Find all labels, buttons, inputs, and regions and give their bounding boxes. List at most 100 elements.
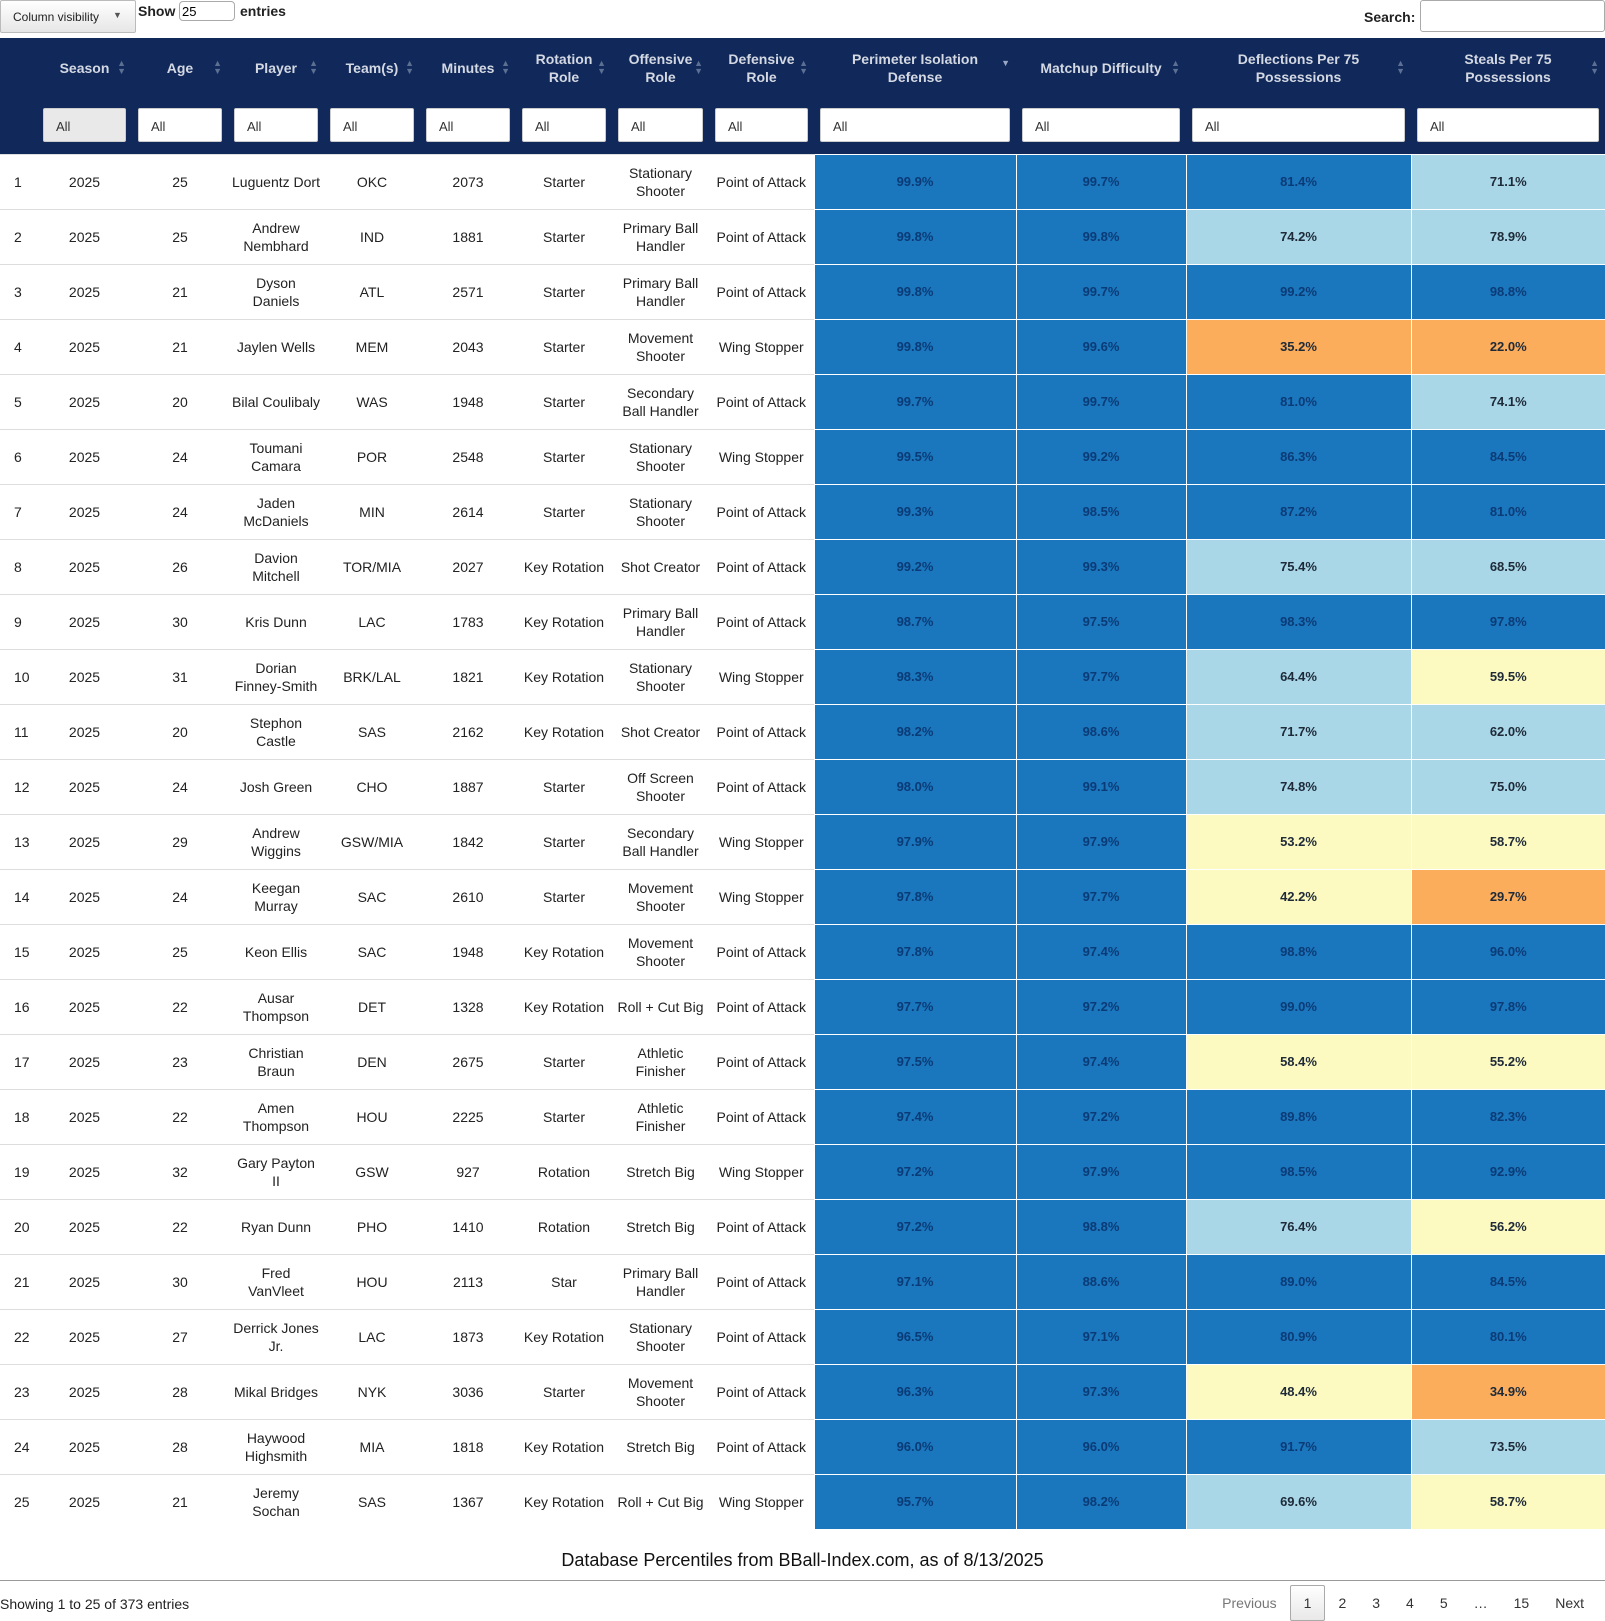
column-filter-select[interactable]: All (234, 108, 318, 143)
column-header-label: Player (254, 59, 298, 76)
table-cell: 29 (132, 813, 228, 869)
table-cell: Shot Creator (612, 703, 709, 759)
column-header[interactable]: Steals Per 75 Possessions ▲ ▼ (1411, 38, 1605, 97)
table-cell: 97.4% (1015, 1033, 1186, 1089)
page-button[interactable]: 2 (1338, 1595, 1347, 1611)
table-cell: Starter (516, 153, 612, 209)
table-cell: 97.5% (1015, 593, 1186, 649)
table-row: 12 2025 24 Josh Green CHO 1887 Starter Off Scre… (0, 758, 1605, 814)
table-cell: Starter (516, 1088, 612, 1144)
column-header[interactable]: Deflections Per 75 Possessions ▲ ▼ (1186, 38, 1411, 97)
previous-page-button[interactable]: Previous (1222, 1595, 1277, 1611)
table-cell: 98.0% (813, 758, 1016, 814)
column-filter-select[interactable]: All (330, 108, 414, 143)
table-cell: Movement Shooter (612, 923, 709, 979)
table-cell: 97.2% (813, 1143, 1016, 1199)
table-cell: 88.6% (1015, 1253, 1186, 1309)
table-cell: TOR/MIA (324, 538, 420, 594)
column-header[interactable]: Team(s) ▲ ▼ (324, 38, 420, 97)
column-header[interactable]: Player ▲ ▼ (228, 38, 324, 97)
sort-icon: ▲ ▼ (799, 58, 808, 76)
column-header[interactable]: Age ▲ ▼ (132, 38, 228, 97)
table-row: 1 2025 25 Luguentz Dort OKC 2073 Starter Statio… (0, 153, 1605, 209)
table-cell: 24 (132, 758, 228, 814)
table-cell: 98.8% (1015, 1198, 1186, 1254)
column-header[interactable]: Matchup Difficulty ▲ ▼ (1016, 38, 1186, 97)
table-row: 4 2025 21 Jaylen Wells MEM 2043 Starter Movemen… (0, 318, 1605, 374)
table-cell: 97.3% (1015, 1363, 1186, 1419)
table-cell: 96.0% (1015, 1418, 1186, 1474)
column-filter-select[interactable]: All (1022, 108, 1180, 143)
table-cell: Kris Dunn (228, 593, 324, 649)
column-filter-select[interactable]: All (1192, 108, 1405, 143)
table-cell: Point of Attack (709, 593, 814, 649)
search-input[interactable] (1420, 0, 1605, 32)
column-header-label: Season (59, 59, 110, 76)
column-filter-select[interactable]: All (715, 108, 808, 143)
page-button[interactable]: 4 (1406, 1595, 1414, 1611)
table-cell: 99.7% (1015, 373, 1186, 429)
table-cell: 24 (132, 428, 228, 484)
page-button[interactable]: 3 (1372, 1595, 1381, 1611)
column-filter-select[interactable]: All (43, 108, 126, 143)
column-header[interactable]: Season ▲ ▼ (37, 38, 132, 97)
table-cell: 62.0% (1410, 703, 1605, 759)
column-filter-select[interactable]: All (618, 108, 703, 143)
rank-header[interactable] (0, 38, 37, 97)
table-cell: GSW (324, 1143, 420, 1199)
page-button[interactable]: 15 (1513, 1595, 1530, 1611)
filter-cell: All (1016, 97, 1186, 154)
table-cell: Primary Ball Handler (612, 208, 709, 264)
table-cell: Key Rotation (516, 1308, 612, 1364)
table-cell: 2025 (37, 1033, 132, 1089)
column-header[interactable]: Offensive Role ▲ ▼ (612, 38, 709, 97)
table-cell: Wing Stopper (709, 813, 814, 869)
table-cell: 58.7% (1410, 1473, 1605, 1529)
column-filter-select[interactable]: All (820, 108, 1010, 143)
table-cell: 2025 (37, 1088, 132, 1144)
column-header[interactable]: Rotation Role ▲ ▼ (516, 38, 612, 97)
rank-cell: 11 (0, 703, 37, 759)
page-button[interactable]: 5 (1439, 1595, 1448, 1611)
pagination-ellipsis: … (1473, 1595, 1488, 1611)
column-header[interactable]: Perimeter Isolation Defense ▼ (814, 38, 1016, 97)
table-cell: 97.4% (1015, 923, 1186, 979)
table-cell: 1410 (420, 1198, 516, 1254)
table-cell: 98.2% (813, 703, 1016, 759)
entries-label: entries (240, 3, 286, 19)
column-filter-select[interactable]: All (522, 108, 606, 143)
column-header[interactable]: Defensive Role ▲ ▼ (709, 38, 814, 97)
table-cell: 1783 (420, 593, 516, 649)
page-button[interactable]: 1 (1289, 1585, 1326, 1621)
table-cell: Primary Ball Handler (612, 263, 709, 319)
table-cell: 1873 (420, 1308, 516, 1364)
next-page-button[interactable]: Next (1555, 1595, 1584, 1611)
rank-cell: 20 (0, 1198, 37, 1254)
sort-icon: ▲ ▼ (1396, 58, 1405, 76)
table-cell: 927 (420, 1143, 516, 1199)
column-filter-select[interactable]: All (1417, 108, 1599, 143)
column-filter-select[interactable]: All (426, 108, 510, 143)
table-cell: 98.3% (1185, 593, 1411, 649)
table-cell: Starter (516, 813, 612, 869)
chevron-down-icon: ▼ (113, 10, 122, 20)
table-cell: Movement Shooter (612, 1363, 709, 1419)
sort-icon: ▲ ▼ (501, 58, 510, 76)
column-header-label: Defensive Role (728, 50, 795, 85)
filter-cell: All (228, 97, 324, 154)
table-cell: Starter (516, 483, 612, 539)
column-header[interactable]: Minutes ▲ ▼ (420, 38, 516, 97)
column-header-label: Matchup Difficulty (1040, 59, 1162, 76)
filter-cell: All (1186, 97, 1411, 154)
table-cell: 99.8% (813, 263, 1016, 319)
table-cell: 98.5% (1185, 1143, 1411, 1199)
table-cell: 24 (132, 868, 228, 924)
page-length-input[interactable] (179, 1, 235, 21)
table-cell: Starter (516, 1033, 612, 1089)
column-filter-select[interactable]: All (138, 108, 222, 143)
table-cell: Rotation (516, 1198, 612, 1254)
table-cell: Wing Stopper (709, 868, 814, 924)
table-cell: Shot Creator (612, 538, 709, 594)
column-visibility-button[interactable]: Column visibility ▼ (0, 0, 136, 33)
table-cell: Key Rotation (516, 593, 612, 649)
